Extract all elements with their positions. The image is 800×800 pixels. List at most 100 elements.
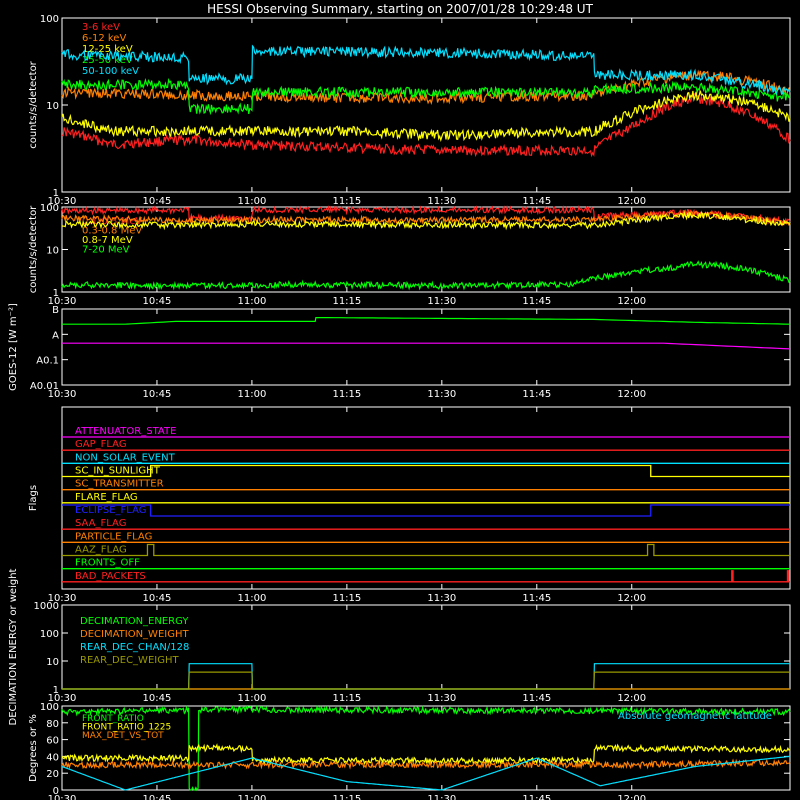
y-tick-label: 10	[46, 101, 59, 112]
x-tick-label: 10:45	[143, 296, 172, 307]
legend-entry: 12-25 keV	[82, 44, 133, 55]
x-tick-label: 11:15	[332, 593, 361, 604]
figure-title: HESSI Observing Summary, starting on 200…	[207, 2, 593, 16]
series-line	[61, 758, 791, 771]
legend-entry: 7-20 MeV	[82, 245, 130, 256]
flag-label: SC_IN_SUNLIGHT	[75, 466, 161, 477]
x-tick-label: 11:30	[427, 593, 456, 604]
series-line	[61, 704, 791, 792]
x-tick-label: 11:45	[522, 196, 551, 207]
flag-label: PARTICLE_FLAG	[75, 531, 152, 542]
y-tick-label: 100	[40, 14, 59, 25]
series-line	[61, 204, 791, 225]
y-tick-label: 80	[46, 719, 59, 730]
y-tick-label: A	[52, 330, 59, 341]
x-tick-label: 11:45	[522, 296, 551, 307]
x-tick-label: 11:45	[522, 693, 551, 704]
x-tick-label: 10:30	[48, 296, 77, 307]
x-tick-label: 10:30	[48, 389, 77, 400]
series-line	[61, 743, 791, 766]
x-tick-label: 10:45	[143, 593, 172, 604]
legend-entry: FRONT_RATIO	[82, 714, 144, 724]
legend-entry: DECIMATION_ENERGY	[80, 616, 189, 627]
x-tick-label: 11:30	[427, 794, 456, 800]
legend-entry: DECIMATION_WEIGHT	[80, 629, 189, 640]
x-tick-label: 10:30	[48, 196, 77, 207]
flag-label: BAD_PACKETS	[75, 571, 146, 582]
x-tick-label: 11:15	[332, 794, 361, 800]
legend-entry: 0.8-7 MeV	[82, 235, 133, 246]
x-tick-label: 11:30	[427, 693, 456, 704]
panel-goes: 10:30 10:45 11:00 11:15 11:30 11:45 12:00 GOES-…	[8, 303, 791, 400]
x-tick-label: 11:00	[237, 389, 266, 400]
legend-entry: MAX_DET_VS_TOT	[82, 731, 164, 741]
flag-line	[62, 464, 790, 478]
x-tick-label: 11:00	[237, 196, 266, 207]
legend-entry: 25-50 keV	[82, 55, 133, 66]
panel-low-energy: 10:30 10:45 11:00 11:15 11:30 11:45 12:00 count…	[28, 14, 791, 207]
flag-label: FLARE_FLAG	[75, 492, 138, 503]
x-tick-label: 10:30	[48, 693, 77, 704]
x-tick-label: 11:30	[427, 389, 456, 400]
x-tick-label: 10:45	[143, 389, 172, 400]
x-tick-label: 12:00	[617, 794, 646, 800]
x-tick-label: 10:45	[143, 196, 172, 207]
x-tick-label: 11:00	[237, 693, 266, 704]
legend-entry: REAR_DEC_WEIGHT	[80, 655, 179, 666]
x-tick-label: 12:00	[617, 693, 646, 704]
x-tick-label: 12:00	[617, 593, 646, 604]
panel-frame	[61, 308, 791, 386]
legend-entry: 0.1-0.3 MeV	[82, 216, 142, 227]
y-tick-label: 100	[40, 702, 59, 713]
legend-entry: 3-6 keV	[82, 22, 120, 33]
panel-flags: 10:30 10:45 11:00 11:15 11:30 11:45 12:00 Flags…	[28, 406, 791, 604]
x-tick-label: 12:00	[617, 389, 646, 400]
x-tick-label: 10:45	[143, 693, 172, 704]
x-tick-label: 12:00	[617, 196, 646, 207]
y-tick-label: 1	[53, 188, 59, 199]
flag-line	[62, 504, 790, 517]
y-tick-label: A0.01	[30, 381, 59, 392]
series-line	[62, 342, 791, 350]
x-tick-label: 11:00	[237, 593, 266, 604]
x-tick-label: 12:00	[617, 296, 646, 307]
series-line	[61, 755, 791, 791]
legend-entry: 6-12 keV	[82, 33, 126, 44]
y-tick-label: 10	[46, 246, 59, 257]
x-tick-label: 11:15	[332, 196, 361, 207]
series-line	[61, 90, 791, 143]
annotation-label: Absolute geomagnetic latitude	[618, 711, 772, 722]
y-axis-label: counts/s/detector	[28, 205, 39, 293]
x-tick-label: 11:15	[332, 389, 361, 400]
panel-decimation: 10:30 10:45 11:00 11:15 11:30 11:45 12:00 DECIM…	[8, 568, 791, 725]
y-tick-label: 1	[53, 685, 59, 696]
y-axis-label: Flags	[28, 485, 39, 511]
series-line	[62, 317, 791, 325]
panel-ratios: 10:30 10:45 11:00 11:15 11:30 11:45 12:00 Degre…	[28, 702, 791, 800]
x-tick-label: 11:30	[427, 296, 456, 307]
series-line	[61, 93, 791, 158]
series-line	[61, 211, 791, 231]
legend-entry: 0.3-0.8 MeV	[82, 226, 142, 237]
y-tick-label: 0	[53, 786, 59, 797]
y-axis-label: Degrees or %	[28, 714, 39, 782]
flag-label: ECLIPSE_FLAG	[75, 505, 146, 516]
flag-line	[62, 543, 790, 557]
y-axis-label: counts/s/detector	[28, 60, 39, 148]
flag-label: SAA_FLAG	[75, 518, 126, 529]
legend-entry: FRONT_RATIO_1225	[82, 723, 171, 733]
x-tick-label: 10:30	[48, 593, 77, 604]
flag-label: AAZ_FLAG	[75, 545, 127, 556]
series-line	[62, 663, 790, 690]
series-line	[62, 671, 790, 690]
y-tick-label: 40	[46, 752, 59, 763]
legend-entry: 50-100 keV	[82, 66, 139, 77]
y-tick-label: 10	[46, 657, 59, 668]
panel-frame	[61, 406, 791, 590]
x-tick-label: 10:30	[48, 794, 77, 800]
y-tick-label: 20	[46, 769, 59, 780]
x-tick-label: 11:45	[522, 389, 551, 400]
x-tick-label: 11:15	[332, 693, 361, 704]
flag-label: FRONTS_OFF	[75, 558, 140, 569]
